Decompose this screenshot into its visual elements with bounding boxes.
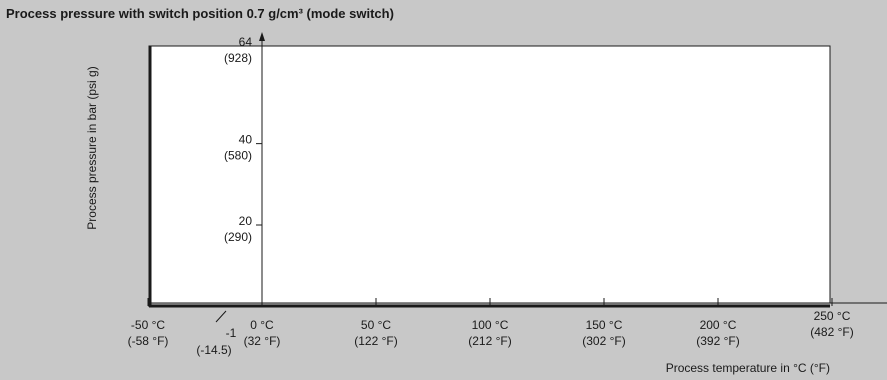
x-axis-title: Process temperature in °C (°F) xyxy=(666,361,830,375)
x-tick-label-celsius: 100 °C xyxy=(472,318,509,332)
y-tick-label-bar: 64 xyxy=(239,35,253,49)
x-tick-label-celsius: 200 °C xyxy=(700,318,737,332)
y-tick-label-bar: 20 xyxy=(239,214,253,228)
y-ticks: 64 (928) 40 (580) 20 (290) -1 (-14.5) xyxy=(196,35,262,357)
x-tick-label-fahrenheit: (32 °F) xyxy=(244,334,281,348)
y-tick-label-bar: -1 xyxy=(226,326,237,340)
y-axis-title: Process pressure in bar (psi g) xyxy=(85,66,99,229)
x-tick-label-celsius: 250 °C xyxy=(814,309,851,323)
x-tick-label-fahrenheit: (482 °F) xyxy=(810,325,853,339)
y-tick-label-psi: (290) xyxy=(224,230,252,244)
x-tick-label-fahrenheit: (-58 °F) xyxy=(128,334,169,348)
y-axis-arrow xyxy=(259,32,265,41)
chart-title: Process pressure with switch position 0.… xyxy=(6,6,394,21)
x-tick-label-celsius: 150 °C xyxy=(586,318,623,332)
x-tick-label-fahrenheit: (302 °F) xyxy=(582,334,625,348)
x-tick-label-celsius: 50 °C xyxy=(361,318,391,332)
x-tick-label-fahrenheit: (212 °F) xyxy=(468,334,511,348)
x-ticks: -50 °C (-58 °F) 0 °C (32 °F) 50 °C (122 °F) 10… xyxy=(128,298,854,348)
y-tick-label-psi: (-14.5) xyxy=(196,343,231,357)
x-tick-label-celsius: 0 °C xyxy=(250,318,274,332)
x-tick-label-fahrenheit: (392 °F) xyxy=(696,334,739,348)
plot-area xyxy=(148,45,831,304)
y-tick-label-bar: 40 xyxy=(239,133,253,147)
x-tick-label-fahrenheit: (122 °F) xyxy=(354,334,397,348)
x-tick-label-celsius: -50 °C xyxy=(131,318,165,332)
y-tick-mark-negative xyxy=(215,310,227,323)
y-tick-label-psi: (580) xyxy=(224,149,252,163)
y-tick-label-psi: (928) xyxy=(224,51,252,65)
